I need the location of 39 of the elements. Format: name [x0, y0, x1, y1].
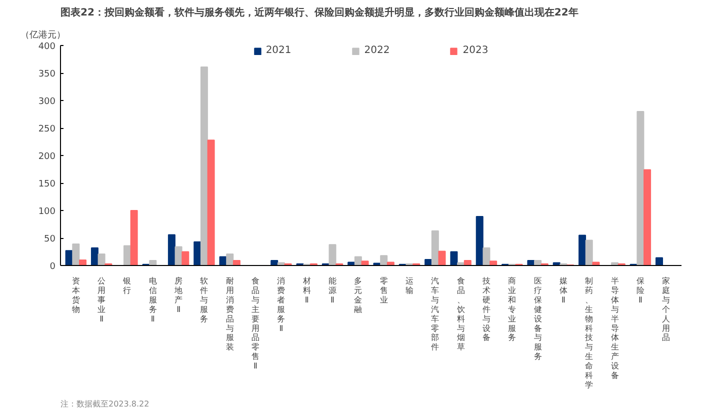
- x-tick-label: 电信服务Ⅱ: [148, 276, 157, 324]
- x-tick-label: 家庭与个人用品: [662, 276, 670, 342]
- x-tick-label: 食品、饮料与烟草: [456, 276, 465, 352]
- y-tick-label: 100: [38, 207, 56, 217]
- category-label: 食品与主要用品零售Ⅱ: [252, 276, 260, 371]
- x-tick-label: 运输: [405, 276, 414, 295]
- x-tick-label: 汽车与汽车零部件: [431, 276, 440, 352]
- y-axis-title: （亿港元）: [20, 30, 66, 40]
- x-tick-label: 媒体Ⅱ: [559, 276, 568, 304]
- y-tick-label: 200: [38, 152, 56, 162]
- legend-label: 2022: [364, 45, 390, 56]
- x-tick-label: 保险Ⅱ: [636, 276, 644, 304]
- category-label: 制药、生物科技与生命科学: [585, 276, 594, 390]
- x-tick-label: 商业和专业服务: [508, 276, 516, 342]
- x-tick-label: 软件与服务: [200, 276, 208, 324]
- y-tick-label: 150: [38, 180, 56, 190]
- x-tick-label: 能源Ⅱ: [328, 276, 337, 304]
- x-tick-label: 资本货物: [72, 276, 80, 314]
- y-tick-label: 300: [38, 97, 56, 107]
- x-tick-label: 公用事业Ⅱ: [98, 276, 106, 324]
- x-tick-label: 银行: [122, 276, 132, 295]
- legend-label: 2023: [462, 45, 488, 56]
- x-tick-label: 耐用消费品与服装: [226, 276, 234, 352]
- x-tick-label: 消费者服务Ⅱ: [277, 276, 286, 333]
- y-tick-label: 250: [38, 124, 56, 134]
- x-tick-label: 多元金融: [354, 276, 362, 314]
- x-tick-label: 技术硬件与设备: [481, 276, 490, 342]
- chart-title: 图表22：按回购金额看，软件与服务领先，近两年银行、保险回购金额提升明显，多数行业回购金额峰值出现在22年: [60, 6, 578, 18]
- x-tick-label: 材料Ⅱ: [302, 276, 311, 304]
- y-tick-label: 50: [44, 234, 56, 244]
- text: 注：数据截至2023.8.22: [60, 400, 150, 408]
- x-tick-label: 房地产Ⅱ: [174, 276, 183, 314]
- legend-label: 2021: [266, 45, 292, 56]
- category-label: 医疗保健设备与服务: [534, 276, 542, 362]
- x-tick-label: 零售业: [380, 276, 388, 304]
- category-label: 半导体与半导体生产设备: [610, 276, 619, 380]
- y-tick-label: 400: [38, 42, 56, 52]
- y-tick-label: 0: [50, 262, 56, 272]
- y-tick-label: 350: [38, 70, 56, 80]
